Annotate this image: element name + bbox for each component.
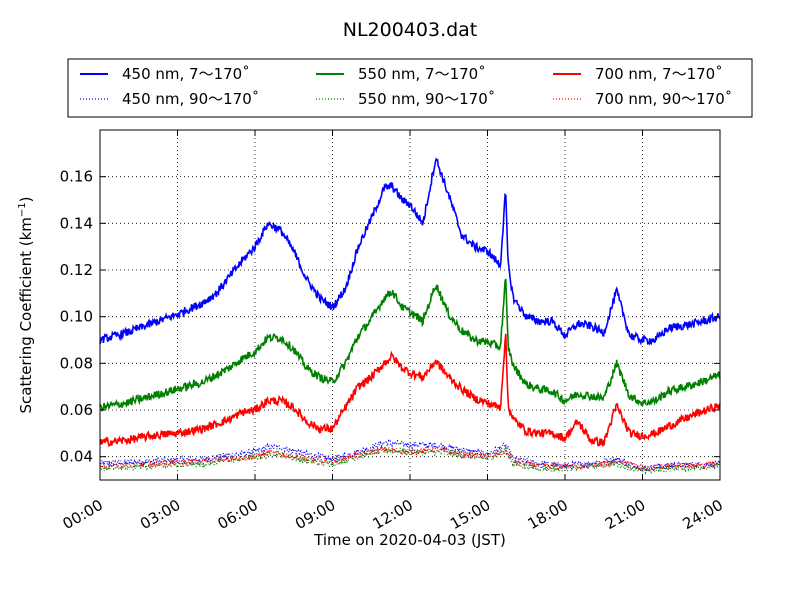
x-tick-label: 00:00 [60, 496, 106, 533]
x-tick-label: 21:00 [602, 496, 648, 533]
x-axis-label: Time on 2020-04-03 (JST) [313, 531, 506, 549]
y-axis-label-main: Scattering Coefficient (km [17, 217, 35, 413]
series-line-2 [99, 333, 721, 448]
y-axis-ticks: 0.04 0.06 0.08 0.10 0.12 0.14 0.16 [60, 168, 720, 466]
x-tick-label: 24:00 [680, 496, 726, 533]
y-tick-label: 0.16 [60, 168, 93, 186]
legend-label-3: 450 nm, 90～170˚ [122, 90, 259, 108]
chart-title: NL200403.dat [343, 19, 478, 41]
y-tick-label: 0.04 [60, 448, 93, 466]
series-line-1 [99, 278, 721, 412]
legend-label-2: 700 nm, 7～170˚ [595, 65, 723, 83]
legend-box [67, 58, 753, 118]
x-tick-label: 12:00 [370, 496, 416, 533]
legend-label-4: 550 nm, 90～170˚ [358, 90, 495, 108]
x-tick-label: 09:00 [292, 496, 338, 533]
y-tick-label: 0.06 [60, 401, 93, 419]
y-tick-label: 0.08 [60, 354, 93, 372]
y-axis-label-sup: −1 [17, 202, 28, 217]
legend-label-1: 550 nm, 7～170˚ [358, 65, 486, 83]
y-tick-label: 0.14 [60, 214, 93, 232]
x-tick-label: 18:00 [525, 496, 571, 533]
y-tick-label: 0.12 [60, 261, 93, 279]
y-axis-label-close: ) [17, 196, 35, 202]
series-line-5 [99, 445, 721, 472]
x-tick-label: 06:00 [215, 496, 261, 533]
x-tick-label: 15:00 [447, 496, 493, 533]
legend-label-0: 450 nm, 7～170˚ [122, 65, 250, 83]
y-tick-label: 0.10 [60, 308, 93, 326]
series-layer [99, 157, 721, 475]
legend-label-5: 700 nm, 90～170˚ [595, 90, 732, 108]
y-axis-label: Scattering Coefficient (km−1) [17, 196, 35, 413]
plot-area [100, 130, 720, 480]
x-tick-label: 03:00 [137, 496, 183, 533]
series-line-0 [99, 157, 721, 346]
legend: 450 nm, 7～170˚ 550 nm, 7～170˚ 700 nm, 7～17… [67, 58, 753, 118]
